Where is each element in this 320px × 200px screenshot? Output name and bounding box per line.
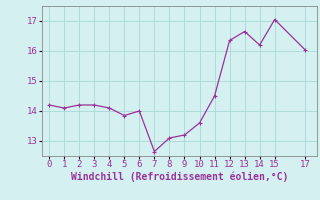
X-axis label: Windchill (Refroidissement éolien,°C): Windchill (Refroidissement éolien,°C) xyxy=(70,172,288,182)
